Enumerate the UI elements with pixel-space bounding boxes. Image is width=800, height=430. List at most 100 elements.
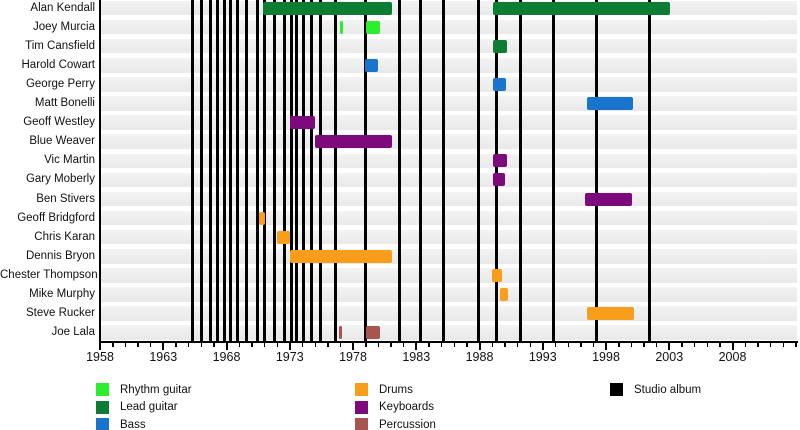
studio-album-line — [262, 0, 266, 341]
axis-minor-tick — [719, 342, 721, 347]
timeline-row-band — [101, 172, 797, 188]
tenure-bar — [587, 97, 633, 110]
legend-swatch — [96, 418, 109, 430]
axis-major-tick — [352, 342, 354, 350]
timeline-row-band — [101, 19, 797, 35]
axis-minor-tick — [656, 342, 658, 347]
studio-album-line — [294, 0, 298, 341]
timeline-row-band — [101, 96, 797, 111]
studio-album-line — [209, 0, 213, 341]
axis-minor-tick — [390, 342, 392, 347]
axis-minor-tick — [124, 342, 127, 347]
axis-major-tick — [668, 342, 671, 350]
legend-item: Drums — [355, 383, 413, 396]
legend-swatch — [96, 400, 109, 414]
legend-item: Studio album — [610, 383, 701, 396]
member-name-label: Chester Thompson — [0, 268, 98, 281]
timeline-row-band — [101, 210, 797, 226]
axis-major-tick — [478, 342, 481, 350]
axis-year-label: 2003 — [655, 349, 684, 364]
legend-label: Percussion — [379, 418, 436, 430]
axis-minor-tick — [403, 342, 405, 347]
timeline-row-band — [101, 58, 797, 73]
studio-album-line — [364, 0, 368, 341]
tenure-bar — [585, 192, 632, 206]
member-name-label: Joe Lala — [51, 326, 95, 339]
axis-minor-tick — [188, 342, 190, 347]
axis-minor-tick — [453, 342, 456, 347]
tenure-bar — [365, 58, 379, 72]
tenure-bar — [289, 249, 393, 263]
member-name-label: Dennis Bryon — [25, 249, 95, 262]
studio-album-line — [273, 0, 277, 341]
axis-year-label: 1958 — [86, 349, 114, 364]
axis-year-label: 1998 — [592, 349, 620, 364]
legend-item: Rhythm guitar — [96, 383, 192, 396]
axis-minor-tick — [795, 342, 797, 347]
studio-album-line — [310, 0, 314, 341]
studio-album-line — [223, 0, 227, 341]
studio-album-line — [228, 0, 232, 341]
legend-label: Bass — [120, 418, 146, 430]
axis-minor-tick — [441, 342, 443, 347]
studio-album-line — [199, 0, 203, 341]
studio-album-line — [595, 0, 598, 341]
member-name-label: Alan Kendall — [30, 1, 95, 14]
timeline-row-band — [101, 115, 797, 130]
axis-minor-tick — [339, 342, 342, 347]
member-name-label: Gary Moberly — [25, 173, 95, 186]
axis-year-label: 1973 — [275, 349, 304, 364]
axis-minor-tick — [213, 342, 215, 347]
axis-minor-tick — [694, 342, 696, 347]
axis-year-label: 1983 — [402, 349, 431, 364]
axis-minor-tick — [706, 342, 709, 347]
axis-major-tick — [162, 342, 165, 350]
axis-minor-tick — [630, 342, 633, 347]
axis-major-tick — [731, 342, 734, 350]
axis-minor-tick — [314, 342, 316, 347]
axis-minor-tick — [769, 342, 772, 347]
axis-year-label: 1993 — [528, 349, 557, 364]
axis-major-tick — [225, 342, 228, 350]
x-axis-line — [99, 340, 798, 343]
timeline-row-band — [101, 0, 797, 16]
member-name-label: Joey Murcia — [33, 20, 95, 33]
studio-album-line — [441, 0, 445, 341]
axis-minor-tick — [554, 342, 557, 347]
axis-minor-tick — [643, 342, 645, 347]
studio-album-line — [318, 0, 322, 341]
axis-minor-tick — [757, 342, 759, 347]
studio-album-line — [255, 0, 259, 341]
studio-album-line — [519, 0, 523, 341]
timeline-row-band — [101, 249, 797, 264]
member-name-label: Harold Cowart — [21, 58, 96, 71]
axis-minor-tick — [580, 342, 582, 347]
timeline-row-band — [101, 38, 797, 54]
timeline-row-band — [101, 306, 797, 321]
member-name-label: Matt Bonelli — [34, 97, 95, 109]
timeline-row-band — [101, 153, 797, 169]
studio-album-line — [476, 0, 480, 341]
axis-minor-tick — [365, 342, 367, 347]
studio-album-line — [333, 0, 337, 341]
studio-album-line — [289, 0, 293, 341]
axis-minor-tick — [529, 342, 531, 347]
tenure-bar — [492, 268, 503, 282]
legend-label: Lead guitar — [120, 401, 178, 413]
member-name-label: Steve Rucker — [25, 307, 95, 320]
legend-item: Bass — [96, 418, 146, 430]
timeline-row-band — [101, 77, 797, 92]
axis-minor-tick — [618, 342, 620, 347]
studio-album-line — [235, 0, 239, 341]
member-name-label: Geoff Bridgford — [17, 211, 95, 224]
legend-label: Drums — [379, 383, 413, 396]
y-axis-line — [99, 0, 101, 343]
axis-minor-tick — [238, 342, 241, 347]
legend-swatch — [355, 383, 368, 396]
axis-minor-tick — [466, 342, 468, 347]
axis-year-label: 1988 — [465, 349, 494, 364]
tenure-bar — [365, 326, 381, 340]
legend-label: Rhythm guitar — [120, 383, 192, 396]
legend-label: Keyboards — [379, 401, 434, 413]
studio-album-line — [648, 0, 652, 341]
